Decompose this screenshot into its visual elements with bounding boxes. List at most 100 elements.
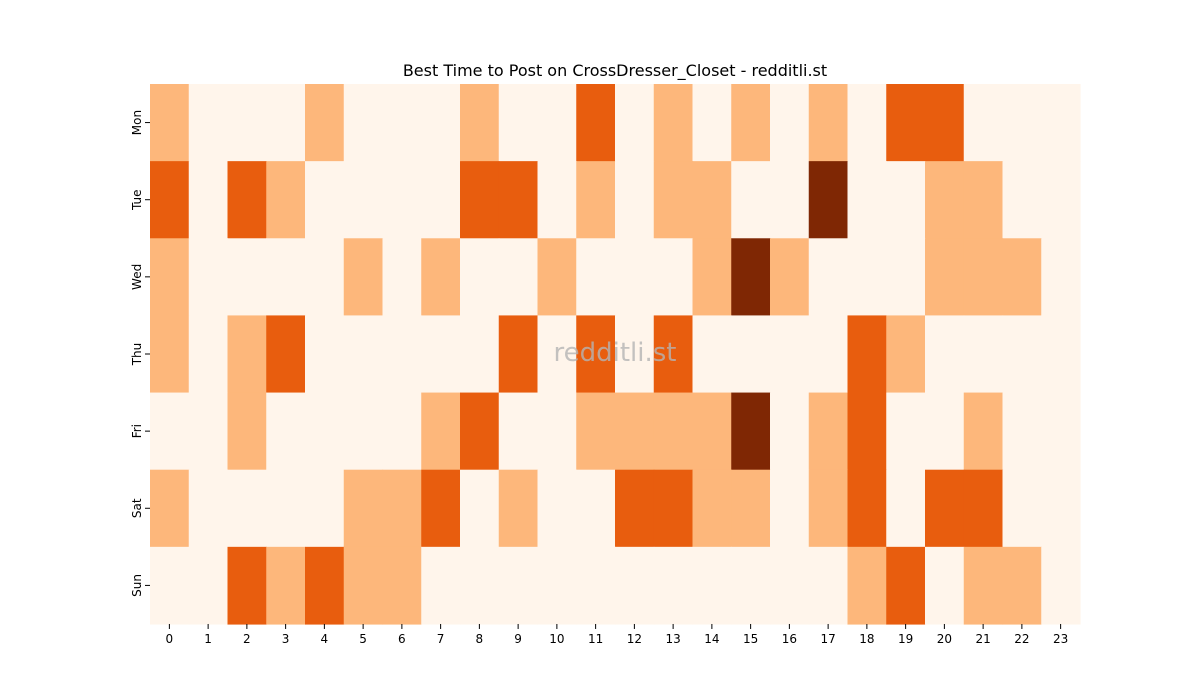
y-axis: Mon Tue Wed Thu Fri Sat Sun <box>130 110 150 597</box>
watermark: redditli.st <box>554 338 677 368</box>
heatmap-cell-mon-20 <box>925 84 965 162</box>
heatmap-cell-tue-22 <box>1002 161 1042 239</box>
heatmap-cell-sun-22 <box>1002 546 1042 625</box>
heatmap-cell-wed-21 <box>963 238 1004 317</box>
heatmap-cell-mon-4 <box>305 84 345 162</box>
heatmap-cell-fri-13 <box>653 392 694 471</box>
heatmap-cell-sun-10 <box>537 546 577 625</box>
heatmap-cell-mon-3 <box>266 84 306 162</box>
heatmap-cell-thu-9 <box>498 315 539 394</box>
heatmap-cell-sun-14 <box>692 546 732 625</box>
x-tick-label: 3 <box>282 632 290 646</box>
heatmap-cell-thu-6 <box>382 315 422 394</box>
x-tick-label: 14 <box>704 632 719 646</box>
heatmap-cell-sun-9 <box>498 546 539 625</box>
heatmap-cell-thu-5 <box>343 315 384 394</box>
heatmap-cell-sat-4 <box>305 469 345 548</box>
heatmap-cell-sat-13 <box>653 469 694 548</box>
heatmap-cell-thu-11 <box>576 315 616 394</box>
heatmap-cell-thu-10 <box>537 315 577 394</box>
heatmap-cell-tue-10 <box>537 161 577 239</box>
heatmap-cell-fri-1 <box>188 392 229 471</box>
x-tick-label: 6 <box>398 632 406 646</box>
heatmap-cell-sun-2 <box>227 546 267 625</box>
heatmap-cell-sun-15 <box>731 546 771 625</box>
x-tick-label: 12 <box>627 632 642 646</box>
heatmap-cell-sun-4 <box>305 546 345 625</box>
heatmap-cell-thu-19 <box>886 315 926 394</box>
heatmap-cell-wed-6 <box>382 238 422 317</box>
heatmap-cell-fri-6 <box>382 392 422 471</box>
heatmap-cell-sat-12 <box>615 469 655 548</box>
heatmap-cell-mon-1 <box>188 84 229 162</box>
heatmap-cell-thu-14 <box>692 315 732 394</box>
heatmap-cell-tue-5 <box>343 161 384 239</box>
heatmap-cell-thu-8 <box>460 315 500 394</box>
heatmap-cell-sat-6 <box>382 469 422 548</box>
heatmap-cells <box>150 84 1081 625</box>
x-tick-label: 23 <box>1053 632 1068 646</box>
heatmap-cell-fri-19 <box>886 392 926 471</box>
y-tick-label: Mon <box>130 110 144 135</box>
heatmap-cell-fri-21 <box>963 392 1004 471</box>
heatmap-cell-sun-0 <box>150 546 190 625</box>
heatmap-cell-tue-4 <box>305 161 345 239</box>
heatmap-cell-sat-1 <box>188 469 229 548</box>
heatmap-cell-tue-19 <box>886 161 926 239</box>
heatmap-cell-sat-15 <box>731 469 771 548</box>
heatmap-cell-wed-7 <box>421 238 461 317</box>
heatmap-cell-sat-23 <box>1041 469 1081 548</box>
heatmap-cell-fri-18 <box>847 392 887 471</box>
x-tick-label: 16 <box>782 632 797 646</box>
heatmap-cell-wed-13 <box>653 238 694 317</box>
heatmap-cell-tue-6 <box>382 161 422 239</box>
heatmap-cell-fri-4 <box>305 392 345 471</box>
heatmap-cell-tue-9 <box>498 161 539 239</box>
heatmap-cell-sun-23 <box>1041 546 1081 625</box>
heatmap-cell-wed-9 <box>498 238 539 317</box>
heatmap-cell-mon-2 <box>227 84 267 162</box>
y-tick-label: Sun <box>130 574 144 597</box>
heatmap-cell-mon-0 <box>150 84 190 162</box>
heatmap-cell-tue-15 <box>731 161 771 239</box>
heatmap-cell-wed-17 <box>808 238 849 317</box>
heatmap-cell-thu-20 <box>925 315 965 394</box>
x-tick-label: 22 <box>1014 632 1029 646</box>
heatmap-cell-fri-23 <box>1041 392 1081 471</box>
x-tick-label: 20 <box>937 632 952 646</box>
heatmap-cell-mon-5 <box>343 84 384 162</box>
heatmap-cell-mon-12 <box>615 84 655 162</box>
heatmap-cell-wed-18 <box>847 238 887 317</box>
x-tick-label: 0 <box>166 632 174 646</box>
chart-title: Best Time to Post on CrossDresser_Closet… <box>403 61 827 81</box>
heatmap-cell-mon-17 <box>808 84 849 162</box>
heatmap-cell-wed-10 <box>537 238 577 317</box>
heatmap-cell-mon-8 <box>460 84 500 162</box>
heatmap-cell-fri-11 <box>576 392 616 471</box>
heatmap-cell-wed-1 <box>188 238 229 317</box>
heatmap-cell-fri-10 <box>537 392 577 471</box>
heatmap-cell-sat-3 <box>266 469 306 548</box>
heatmap-cell-mon-11 <box>576 84 616 162</box>
heatmap-cell-thu-12 <box>615 315 655 394</box>
x-tick-label: 17 <box>820 632 835 646</box>
heatmap-cell-fri-2 <box>227 392 267 471</box>
heatmap-cell-wed-5 <box>343 238 384 317</box>
heatmap-cell-sun-20 <box>925 546 965 625</box>
heatmap-cell-tue-7 <box>421 161 461 239</box>
heatmap-cell-tue-8 <box>460 161 500 239</box>
heatmap-cell-sat-10 <box>537 469 577 548</box>
heatmap-cell-sun-6 <box>382 546 422 625</box>
heatmap-cell-thu-13 <box>653 315 694 394</box>
heatmap-cell-sat-19 <box>886 469 926 548</box>
heatmap-cell-sun-17 <box>808 546 849 625</box>
x-tick-label: 1 <box>204 632 212 646</box>
heatmap-cell-wed-16 <box>770 238 810 317</box>
heatmap-cell-sun-16 <box>770 546 810 625</box>
heatmap-cell-sun-19 <box>886 546 926 625</box>
heatmap-cell-sat-20 <box>925 469 965 548</box>
heatmap-cell-tue-18 <box>847 161 887 239</box>
heatmap-cell-sat-22 <box>1002 469 1042 548</box>
heatmap-cell-sat-9 <box>498 469 539 548</box>
heatmap-cell-sat-2 <box>227 469 267 548</box>
